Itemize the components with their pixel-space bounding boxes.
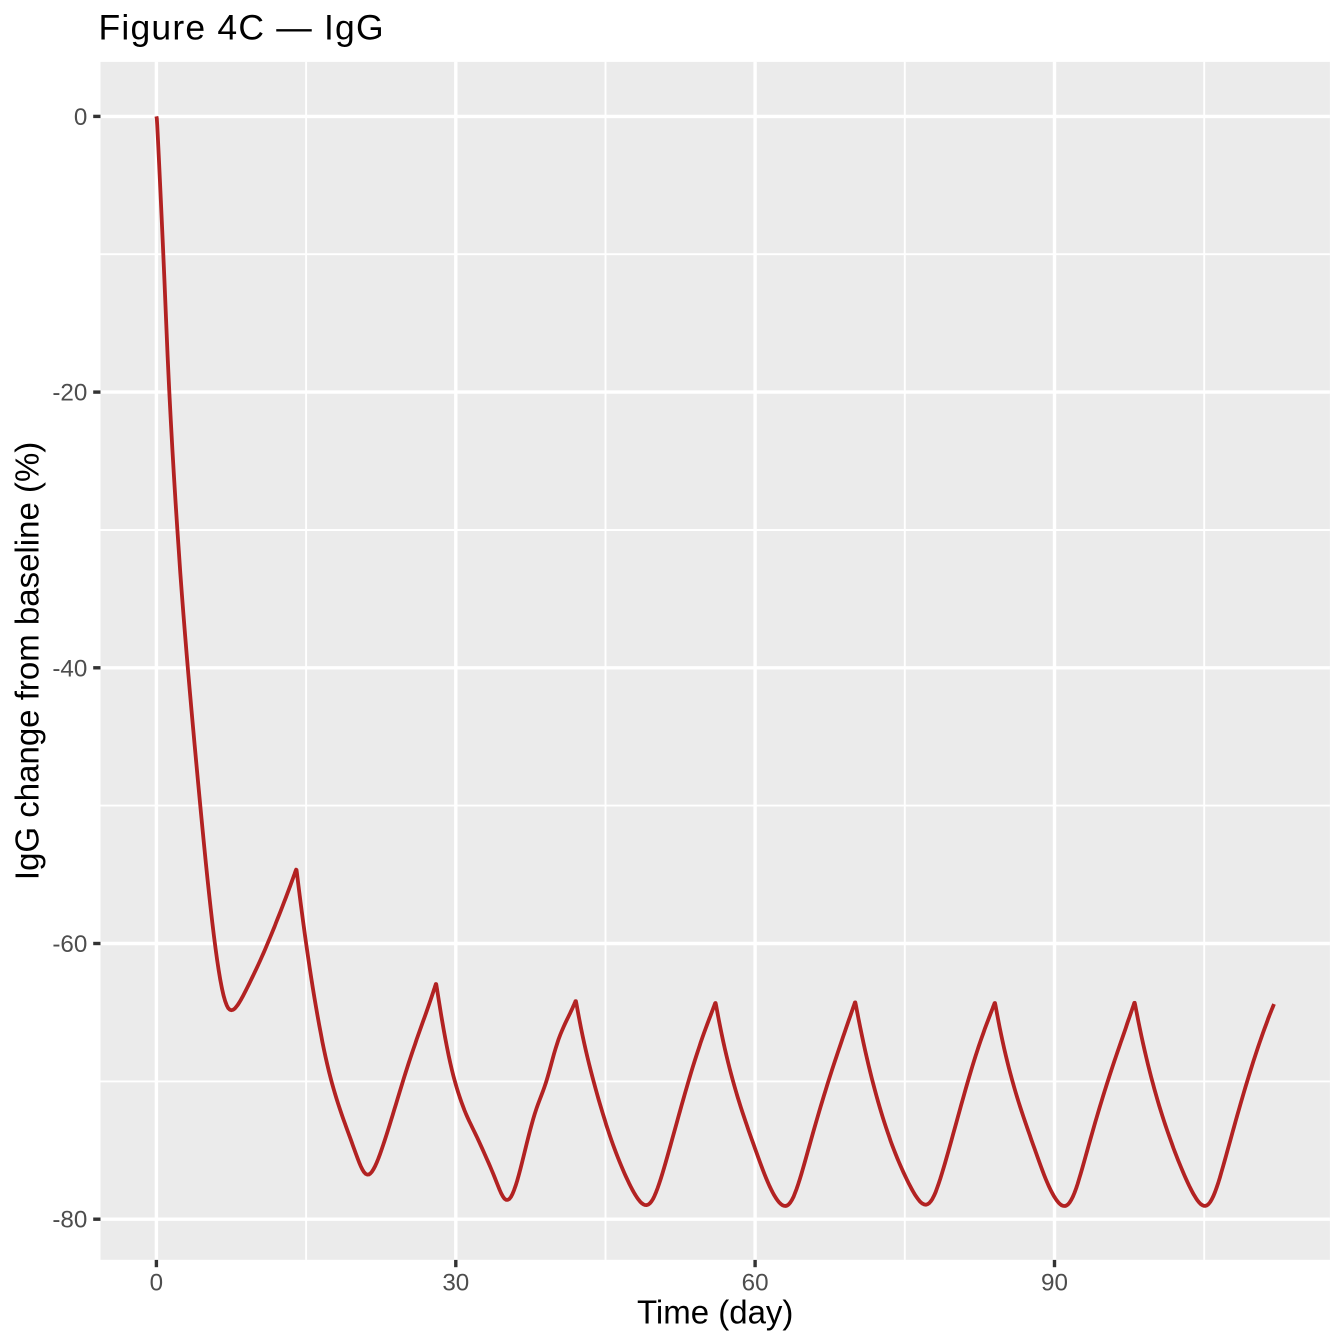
- svg-text:Figure 4C — IgG: Figure 4C — IgG: [99, 7, 385, 47]
- svg-text:0: 0: [150, 1269, 163, 1296]
- svg-text:60: 60: [742, 1269, 769, 1296]
- svg-text:-20: -20: [52, 380, 87, 407]
- svg-text:-60: -60: [52, 931, 87, 958]
- svg-text:IgG change from baseline (%): IgG change from baseline (%): [9, 442, 46, 880]
- svg-text:-80: -80: [52, 1207, 87, 1234]
- svg-text:0: 0: [74, 104, 87, 131]
- svg-text:Time (day): Time (day): [637, 1293, 793, 1330]
- svg-text:30: 30: [442, 1269, 469, 1296]
- svg-text:-40: -40: [52, 655, 87, 682]
- svg-text:90: 90: [1041, 1269, 1068, 1296]
